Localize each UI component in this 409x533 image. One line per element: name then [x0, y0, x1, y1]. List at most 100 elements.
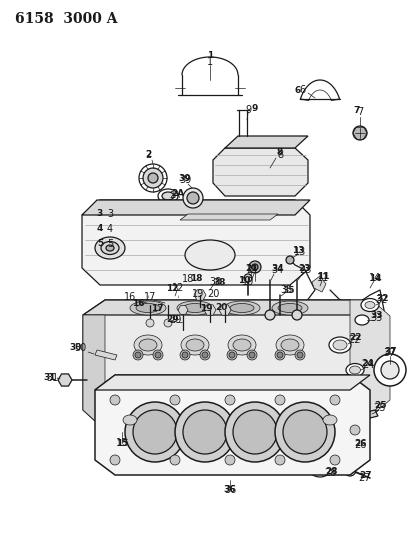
Ellipse shape [139, 339, 157, 351]
Ellipse shape [136, 303, 160, 312]
Circle shape [110, 387, 116, 393]
Ellipse shape [328, 337, 350, 353]
Text: 12: 12 [171, 283, 184, 293]
Text: 24: 24 [361, 360, 373, 370]
Circle shape [182, 188, 202, 208]
Polygon shape [218, 305, 230, 315]
Ellipse shape [354, 315, 368, 325]
Text: 24: 24 [361, 359, 373, 367]
Polygon shape [83, 300, 371, 430]
Polygon shape [178, 305, 188, 314]
Circle shape [349, 425, 359, 435]
Circle shape [285, 256, 293, 264]
Circle shape [125, 402, 184, 462]
Ellipse shape [322, 415, 336, 425]
Text: 32: 32 [375, 295, 387, 305]
Text: 35: 35 [282, 286, 294, 295]
Circle shape [229, 352, 234, 358]
Bar [118, 242, 126, 248]
Circle shape [139, 164, 166, 192]
Text: 25: 25 [373, 403, 385, 413]
Circle shape [274, 402, 334, 462]
Text: 10: 10 [241, 277, 254, 287]
Ellipse shape [280, 339, 298, 351]
Text: 37: 37 [384, 346, 396, 356]
Text: 14: 14 [368, 273, 380, 283]
Ellipse shape [171, 376, 198, 394]
Ellipse shape [220, 376, 248, 394]
Circle shape [291, 310, 301, 320]
Text: 10: 10 [237, 276, 249, 285]
Circle shape [246, 350, 256, 360]
Text: 17: 17 [151, 303, 163, 312]
Polygon shape [95, 375, 369, 475]
Text: 20: 20 [214, 303, 227, 311]
Ellipse shape [162, 192, 173, 200]
Text: 2: 2 [144, 149, 151, 158]
Circle shape [148, 173, 157, 183]
Circle shape [170, 395, 180, 405]
Circle shape [180, 350, 189, 360]
Circle shape [329, 395, 339, 405]
Circle shape [248, 384, 261, 396]
Ellipse shape [130, 301, 166, 315]
Ellipse shape [332, 340, 346, 350]
Polygon shape [311, 276, 325, 292]
Circle shape [135, 352, 141, 358]
Text: 27: 27 [359, 472, 371, 481]
Text: 13: 13 [293, 247, 306, 257]
Polygon shape [204, 305, 216, 315]
Text: 1: 1 [207, 57, 213, 67]
Circle shape [204, 387, 209, 393]
Circle shape [294, 350, 304, 360]
Text: 7: 7 [356, 107, 362, 117]
Text: 18: 18 [182, 274, 193, 284]
Text: 29: 29 [169, 315, 181, 325]
Text: 13: 13 [291, 246, 303, 254]
Text: 38: 38 [208, 277, 220, 287]
Polygon shape [82, 200, 309, 285]
Ellipse shape [348, 366, 360, 374]
Circle shape [305, 449, 333, 477]
Circle shape [329, 455, 339, 465]
Circle shape [110, 395, 120, 405]
Circle shape [146, 319, 154, 327]
Ellipse shape [232, 339, 250, 351]
Text: 23: 23 [298, 265, 310, 275]
Text: 9: 9 [244, 105, 250, 115]
Ellipse shape [186, 339, 204, 351]
Text: 7: 7 [353, 106, 360, 115]
Polygon shape [58, 374, 72, 386]
Polygon shape [180, 214, 277, 220]
Circle shape [157, 387, 163, 393]
Ellipse shape [271, 301, 307, 315]
Text: 27: 27 [358, 473, 370, 483]
Ellipse shape [180, 335, 209, 355]
Text: 34: 34 [270, 265, 283, 275]
Text: 34: 34 [271, 263, 283, 272]
Polygon shape [193, 290, 205, 300]
Circle shape [153, 350, 163, 360]
Circle shape [187, 192, 198, 204]
Text: 11: 11 [316, 273, 328, 283]
Text: 26: 26 [354, 439, 366, 448]
Text: 3: 3 [97, 208, 103, 217]
Circle shape [274, 395, 284, 405]
Circle shape [175, 402, 234, 462]
Ellipse shape [177, 301, 213, 315]
Text: 5: 5 [107, 239, 113, 249]
Circle shape [227, 350, 236, 360]
Text: 39: 39 [178, 174, 191, 182]
Circle shape [296, 352, 302, 358]
Polygon shape [83, 300, 371, 315]
Text: 36: 36 [223, 485, 236, 495]
Polygon shape [225, 136, 307, 148]
Text: 35: 35 [280, 285, 292, 295]
Text: 19: 19 [191, 289, 204, 299]
Text: 16: 16 [131, 298, 144, 308]
Text: 33: 33 [370, 311, 382, 320]
Text: 28: 28 [323, 468, 335, 478]
Circle shape [380, 361, 398, 379]
Ellipse shape [223, 301, 259, 315]
Text: 9: 9 [251, 103, 258, 112]
